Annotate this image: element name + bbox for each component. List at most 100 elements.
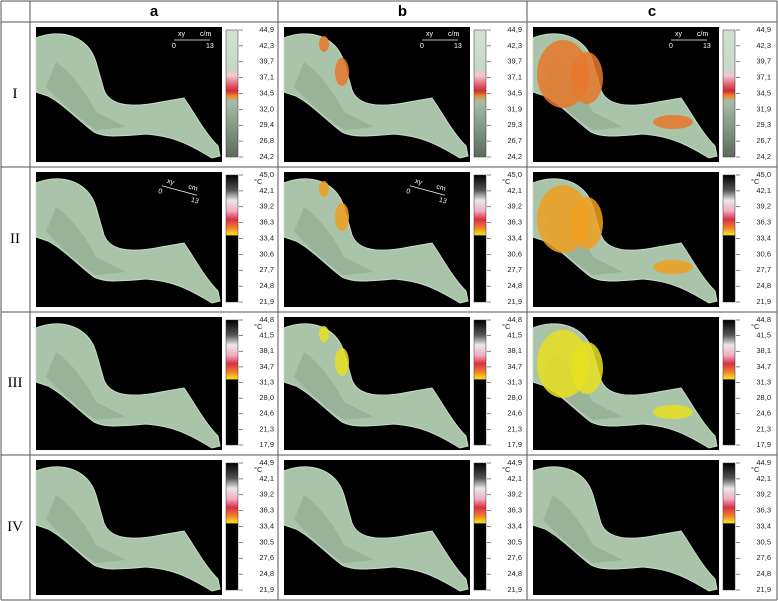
- length-marker: xy c/m 0 13: [172, 31, 214, 50]
- scale-label: 31,9: [507, 104, 522, 113]
- hot-spot: [319, 181, 329, 197]
- scale-label: 30,6: [259, 249, 274, 258]
- row-label: I: [13, 86, 18, 102]
- thermal-cell: 44,9 42,1 39,2 36,3 33,4 30,5 27,6 24,8 21,9 °C: [532, 458, 771, 595]
- scale-label: 37,1: [259, 73, 274, 82]
- scale-label: 24,8: [756, 569, 771, 578]
- marker-end: 13: [206, 43, 214, 50]
- marker-end: 13: [438, 197, 447, 206]
- color-scale-bar: [225, 29, 239, 158]
- scale-label: 30,6: [756, 249, 771, 258]
- scale-label: 44,9: [756, 25, 771, 34]
- body-outline: [532, 33, 718, 159]
- scale-label: 29,4: [259, 120, 274, 129]
- scale-label: 24,8: [259, 281, 274, 290]
- marker-unit: c/m: [697, 31, 708, 38]
- scale-label: 42,1: [756, 186, 771, 195]
- color-scale-bar: [722, 174, 736, 303]
- hot-spot: [319, 36, 329, 52]
- scale-label: 21,9: [756, 297, 771, 306]
- hot-spot: [335, 58, 349, 86]
- marker-line: [161, 185, 197, 196]
- scale-label: 44,9: [259, 458, 274, 467]
- scale-label: 33,4: [756, 233, 771, 242]
- scale-label: 27,7: [756, 265, 771, 274]
- scale-label: 33,4: [507, 521, 522, 530]
- scale-label: 27,6: [507, 553, 522, 562]
- marker-unit: cm: [187, 184, 198, 193]
- scale-label: 44,8: [756, 315, 771, 324]
- scale-label: 21,3: [259, 424, 274, 433]
- color-scale-bar: [473, 174, 487, 303]
- marker-xy: xy: [178, 31, 186, 38]
- column-header: b: [398, 3, 407, 20]
- row-label: II: [10, 231, 20, 247]
- scale-label: 31,3: [507, 377, 522, 386]
- scale-label: 39,2: [756, 202, 771, 211]
- marker-unit: c/m: [200, 31, 211, 38]
- thermal-cell: 45,0 42,1 39,2 36,3 33,4 30,6 27,7 24,8 21,9 °C xy…: [35, 170, 274, 307]
- marker-start: 0: [669, 43, 673, 50]
- scale-unit: °C: [502, 322, 511, 331]
- scale-label: 24,8: [507, 281, 522, 290]
- scale-label: 33,4: [259, 233, 274, 242]
- scale-label: 27,7: [507, 265, 522, 274]
- hot-spot: [571, 197, 603, 249]
- marker-xy: xy: [426, 31, 434, 38]
- scale-label: 36,3: [259, 218, 274, 227]
- scale-label: 31,3: [259, 377, 274, 386]
- marker-line: [409, 185, 445, 196]
- body-outline: [283, 178, 469, 304]
- scale-label: 29,3: [507, 120, 522, 129]
- scale-label: 24,8: [259, 569, 274, 578]
- hot-spot: [653, 405, 693, 419]
- scale-label: 21,9: [507, 297, 522, 306]
- scale-unit: °C: [502, 177, 511, 186]
- leg-body: [35, 323, 221, 449]
- scale-label: 29,3: [756, 120, 771, 129]
- scale-unit: °C: [502, 465, 511, 474]
- scale-label: 39,2: [756, 490, 771, 499]
- leg-shade: [294, 495, 374, 563]
- leg-body: [532, 466, 718, 592]
- row-label: IV: [7, 519, 23, 535]
- leg-body: [35, 33, 221, 159]
- leg-shade: [294, 207, 374, 275]
- row-label: III: [8, 375, 23, 391]
- scale-label: 21,9: [507, 585, 522, 594]
- column-header: c: [648, 3, 656, 20]
- thermal-cell: 44,8 41,5 38,1 34,7 31,3 28,0 24,6 21,3 17,9 °C: [532, 315, 771, 450]
- scale-label: 44,9: [507, 458, 522, 467]
- scale-label: 26,8: [259, 136, 274, 145]
- scale-label: 28,0: [756, 393, 771, 402]
- scale-label: 17,9: [507, 440, 522, 449]
- body-outline: [532, 178, 718, 304]
- column-header: a: [150, 3, 159, 20]
- hot-spot: [571, 342, 603, 394]
- scale-label: 17,9: [259, 440, 274, 449]
- marker-end: 13: [190, 197, 199, 206]
- scale-label: 44,9: [507, 25, 522, 34]
- marker-start: 0: [405, 188, 411, 196]
- scale-label: 33,4: [259, 521, 274, 530]
- length-marker: xy c/m 0 13: [420, 31, 462, 50]
- scale-label: 34,7: [756, 362, 771, 371]
- body-outline: [283, 33, 469, 159]
- scale-label: 21,3: [507, 424, 522, 433]
- thermal-cell: 44,9 42,1 39,2 36,3 33,4 30,5 27,6 24,8 21,9 °C: [35, 458, 274, 595]
- marker-xy: xy: [414, 178, 423, 187]
- scale-label: 21,3: [756, 424, 771, 433]
- color-scale-bar: [225, 462, 239, 591]
- body-outline: [35, 323, 221, 449]
- length-marker: xy c/m 0 13: [669, 31, 711, 50]
- scale-label: 27,6: [756, 553, 771, 562]
- scale-label: 45,0: [259, 170, 274, 179]
- scale-label: 36,3: [756, 218, 771, 227]
- scale-label: 41,5: [756, 331, 771, 340]
- color-scale-bar: [225, 174, 239, 303]
- thermal-cell: 44,8 41,5 38,1 34,7 31,3 28,0 24,6 21,3 17,9 °C: [35, 315, 274, 450]
- color-scale-bar: [473, 462, 487, 591]
- scale-label: 38,1: [259, 346, 274, 355]
- marker-xy: xy: [166, 178, 175, 187]
- thermal-cell: 44,9 42,3 39,7 37,1 34,5 31,9 29,3 26,7 24,2 xy c/…: [283, 25, 522, 162]
